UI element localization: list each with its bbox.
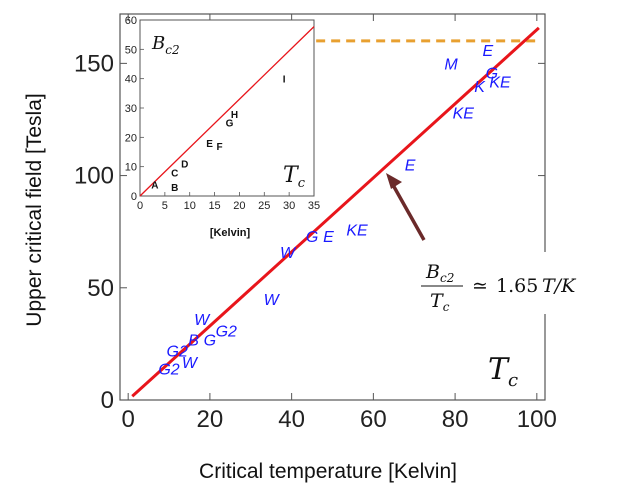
main-data-point: KE bbox=[346, 222, 368, 239]
inset-data-point: D bbox=[181, 160, 188, 171]
inset-data-point: F bbox=[216, 142, 222, 153]
inset-top-label: Bc2 bbox=[151, 33, 180, 57]
inset-x-tick-label: 5 bbox=[162, 200, 168, 212]
main-data-point: W bbox=[264, 292, 281, 309]
inset-data-point: E bbox=[206, 139, 213, 150]
arrow-head bbox=[386, 173, 402, 189]
inset-data-point: B bbox=[171, 183, 178, 194]
annotation-denominator: Tc bbox=[430, 290, 450, 314]
inset-axis-ticks: 0 5 10 15 20 25 30 35 0 10 20 30 40 50 60 bbox=[125, 15, 320, 212]
annotation-arrow bbox=[386, 173, 426, 241]
main-x-tick-label: 40 bbox=[278, 406, 305, 433]
main-data-point: W bbox=[182, 355, 199, 372]
main-data-point: KE bbox=[453, 106, 475, 123]
main-data-point: W bbox=[280, 245, 297, 262]
annotation-numerator: Bc2 bbox=[425, 261, 454, 285]
inset-corner-label: Tc bbox=[283, 163, 306, 191]
main-data-point: G2 bbox=[167, 344, 188, 361]
main-x-tick-label: 20 bbox=[197, 406, 224, 433]
inset-y-tick-label: 30 bbox=[125, 103, 137, 115]
inset-x-tick-label: 35 bbox=[308, 200, 320, 212]
main-data-point: G2 bbox=[216, 323, 237, 340]
main-data-point: G2 bbox=[158, 362, 179, 379]
main-y-tick-label: 50 bbox=[87, 275, 114, 302]
main-x-tick-label: 0 bbox=[121, 406, 134, 433]
main-data-point: M bbox=[444, 56, 458, 73]
main-y-tick-label: 100 bbox=[74, 163, 114, 190]
inset-y-tick-label: 60 bbox=[125, 15, 137, 27]
ratio-annotation: Bc2 Tc ≃ 1.65 T/K bbox=[405, 252, 615, 314]
main-y-tick-label: 150 bbox=[74, 50, 114, 77]
main-data-point: G bbox=[204, 332, 216, 349]
main-x-tick-label: 100 bbox=[517, 406, 557, 433]
inset-data-point: I bbox=[283, 75, 286, 86]
inset-x-tick-label: 30 bbox=[283, 200, 295, 212]
annotation-background bbox=[405, 252, 615, 314]
inset-data-point: A bbox=[151, 180, 158, 191]
inset-x-tick-label: 25 bbox=[258, 200, 270, 212]
annotation-value: 1.65 bbox=[496, 275, 538, 297]
main-data-point: B bbox=[188, 332, 199, 349]
inset-fit-line bbox=[139, 26, 315, 197]
main-x-tick-label: 60 bbox=[360, 406, 387, 433]
main-plot-frame bbox=[119, 13, 546, 401]
main-data-point: E bbox=[323, 229, 334, 246]
main-y-axis-label: Upper critical field [Tesla] bbox=[23, 93, 46, 326]
main-x-axis-label: Critical temperature [Kelvin] bbox=[199, 460, 457, 483]
main-data-point: K bbox=[474, 79, 486, 96]
main-data-point: G bbox=[486, 65, 498, 82]
inset-points: A BCD E F GH I bbox=[151, 75, 285, 195]
main-data-point: W bbox=[194, 312, 211, 329]
inset-x-tick-label: 10 bbox=[184, 200, 196, 212]
inset-y-tick-label: 0 bbox=[131, 191, 137, 203]
inset-plot-frame bbox=[139, 19, 315, 197]
main-corner-label: Tc bbox=[488, 352, 518, 391]
inset-y-tick-label: 20 bbox=[125, 132, 137, 144]
annotation-unit: T/K bbox=[542, 275, 577, 297]
inset-x-tick-label: 20 bbox=[233, 200, 245, 212]
main-fit-line bbox=[131, 26, 540, 398]
inset-y-tick-label: 10 bbox=[125, 162, 137, 174]
inset-x-tick-label: 15 bbox=[208, 200, 220, 212]
inset-y-tick-label: 40 bbox=[125, 74, 137, 86]
main-data-point: KE bbox=[489, 74, 511, 91]
main-x-tick-label: 80 bbox=[442, 406, 469, 433]
inset-x-axis-label: [Kelvin] bbox=[210, 227, 251, 239]
inset-chart: 0 5 10 15 20 25 30 35 0 10 20 30 40 50 60 A BCD E F GH I Bc… bbox=[125, 15, 320, 239]
annotation-relation: ≃ bbox=[472, 275, 488, 297]
main-data-point: E bbox=[405, 157, 416, 174]
inset-y-tick-label: 50 bbox=[125, 44, 137, 56]
main-y-tick-label: 0 bbox=[101, 387, 114, 414]
inset-data-point: H bbox=[231, 110, 238, 121]
main-data-point: G bbox=[306, 229, 318, 246]
arrow-shaft bbox=[391, 184, 426, 241]
inset-x-tick-label: 0 bbox=[137, 200, 143, 212]
inset-data-point: C bbox=[171, 169, 178, 180]
main-data-point: E bbox=[482, 43, 493, 60]
inset-data-point: G bbox=[226, 119, 234, 130]
